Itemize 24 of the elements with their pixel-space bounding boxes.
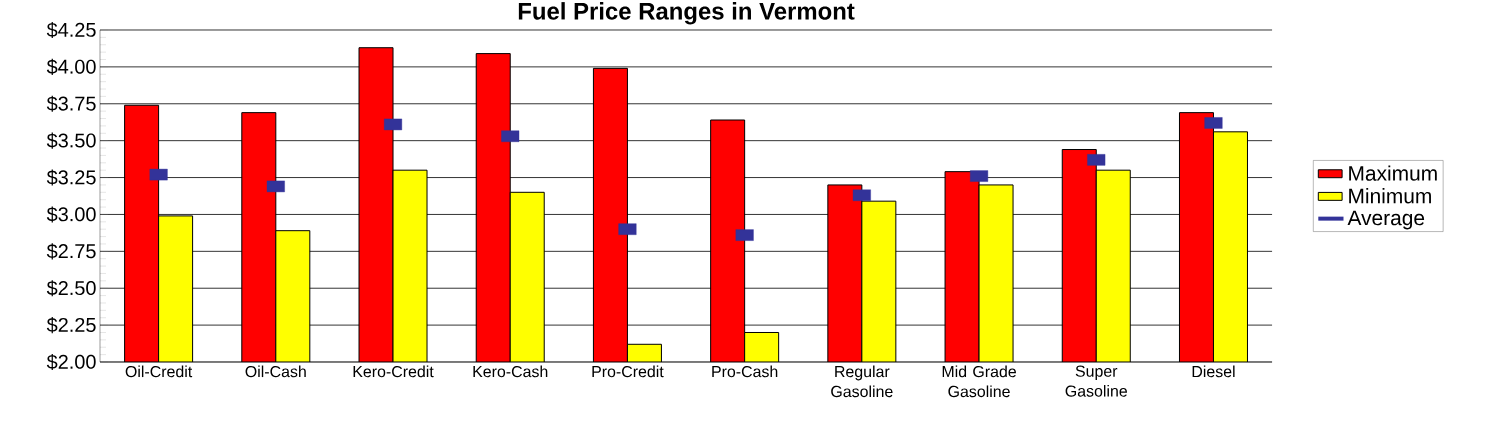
x-tick-label: Mid Grade Gasoline (942, 365, 1016, 398)
x-tick-label: Kero-Credit (353, 365, 434, 378)
x-tick-label: Pro-Credit (592, 365, 664, 378)
x-tick-label: Kero-Cash (473, 365, 548, 378)
y-tick-label: $3.25 (46, 169, 96, 186)
y-tick-label: $4.25 (46, 21, 96, 39)
y-tick-label: $2.00 (46, 353, 96, 371)
y-tick-label: $4.00 (46, 58, 96, 75)
y-tick-label: $2.75 (46, 243, 96, 260)
x-tick-label: Oil-Credit (125, 365, 193, 378)
y-tick-label: $3.75 (46, 95, 96, 112)
legend-label: Maximum (1349, 165, 1437, 181)
x-tick-label: Diesel (1192, 365, 1235, 378)
x-tick-label: Pro-Cash (712, 365, 778, 378)
legend-label: Minimum (1349, 188, 1431, 204)
x-tick-label: Regular Gasoline (831, 365, 893, 398)
chart-title: Fuel Price Ranges in Vermont (518, 2, 855, 25)
y-tick-label: $2.25 (46, 317, 96, 334)
legend-label: Average (1347, 210, 1425, 230)
x-tick-label: Oil-Cash (245, 365, 306, 378)
x-tick-label: Super Gasoline (1065, 365, 1127, 397)
y-tick-label: $3.50 (46, 132, 96, 149)
y-tick-label: $2.50 (46, 280, 96, 297)
y-tick-label: $3.00 (46, 206, 96, 223)
